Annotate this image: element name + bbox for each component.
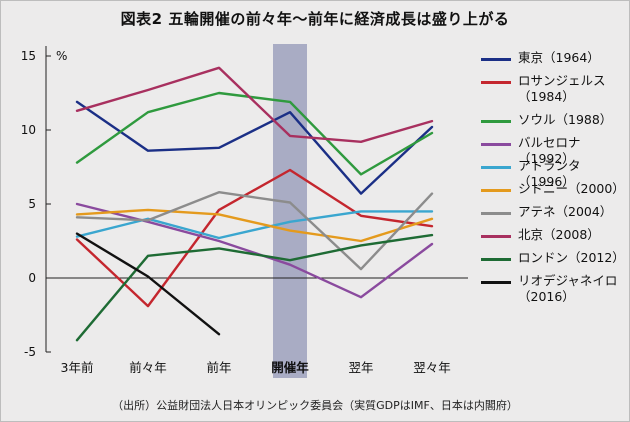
x-tick-label: 前々年 bbox=[129, 360, 167, 375]
series-line bbox=[75, 190, 434, 271]
x-tick-label: 3年前 bbox=[61, 360, 94, 375]
legend-swatch bbox=[481, 235, 511, 238]
series-line bbox=[75, 91, 434, 176]
legend-swatch bbox=[481, 281, 511, 284]
y-tick-label: 15 bbox=[21, 49, 36, 63]
legend-swatch bbox=[481, 120, 511, 123]
legend-item: バルセロナ（1992） bbox=[474, 135, 630, 166]
legend-label: バルセロナ（1992） bbox=[518, 135, 581, 166]
series-line bbox=[75, 232, 221, 336]
legend-item: シドニー（2000） bbox=[474, 181, 630, 204]
x-tick-label: 前年 bbox=[206, 360, 231, 375]
chart-title: 図表2 五輪開催の前々年〜前年に経済成長は盛り上がる bbox=[120, 10, 510, 28]
x-tick-label: 開催年 bbox=[271, 360, 309, 375]
legend-label: ロンドン（2012） bbox=[518, 250, 625, 265]
legend-item: リオデジャネイロ （2016） bbox=[474, 273, 630, 312]
legend-label: ロサンジェルス （1984） bbox=[518, 73, 606, 104]
host-year-highlight bbox=[273, 44, 307, 378]
legend-item: 北京（2008） bbox=[474, 227, 630, 250]
legend-label: アトランタ（1996） bbox=[518, 158, 581, 189]
series-line bbox=[75, 168, 434, 308]
legend-item: ソウル（1988） bbox=[474, 112, 630, 135]
legend-swatch bbox=[481, 81, 511, 84]
y-unit-label: % bbox=[56, 49, 67, 63]
legend-item: アトランタ（1996） bbox=[474, 158, 630, 189]
legend-item: アテネ（2004） bbox=[474, 204, 630, 227]
x-tick-label: 翌々年 bbox=[413, 360, 451, 375]
series-line bbox=[75, 210, 434, 240]
source-note: （出所）公益財団法人日本オリンピック委員会（実質GDPはIMF、日本は内閣府） bbox=[112, 399, 518, 412]
legend-label: アテネ（2004） bbox=[518, 204, 613, 219]
y-tick-label: 5 bbox=[28, 197, 36, 211]
legend-label: シドニー（2000） bbox=[518, 181, 625, 196]
legend-swatch bbox=[481, 58, 511, 61]
y-tick-label: -5 bbox=[24, 345, 36, 359]
legend-label: 東京（1964） bbox=[518, 50, 600, 65]
y-tick-label: 10 bbox=[21, 123, 36, 137]
legend-swatch bbox=[481, 258, 511, 261]
y-tick-label: 0 bbox=[28, 271, 36, 285]
legend-swatch bbox=[481, 212, 511, 215]
legend-label: リオデジャネイロ （2016） bbox=[518, 273, 618, 304]
legend-item: 東京（1964） bbox=[474, 50, 630, 73]
x-tick-label: 翌年 bbox=[348, 360, 373, 375]
legend-item: ロサンジェルス （1984） bbox=[474, 73, 630, 112]
legend-swatch bbox=[481, 166, 511, 169]
legend-item: ロンドン（2012） bbox=[474, 250, 630, 273]
legend-swatch bbox=[481, 143, 511, 146]
chart-series-layer bbox=[75, 66, 434, 342]
legend-swatch bbox=[481, 189, 511, 192]
series-line bbox=[75, 66, 434, 144]
series-line bbox=[75, 100, 434, 195]
series-line bbox=[75, 208, 434, 243]
chart-legend: 東京（1964） ロサンジェルス （1984） ソウル（1988） バルセロナ（199… bbox=[474, 50, 630, 312]
legend-label: 北京（2008） bbox=[518, 227, 600, 242]
legend-label: ソウル（1988） bbox=[518, 112, 613, 127]
